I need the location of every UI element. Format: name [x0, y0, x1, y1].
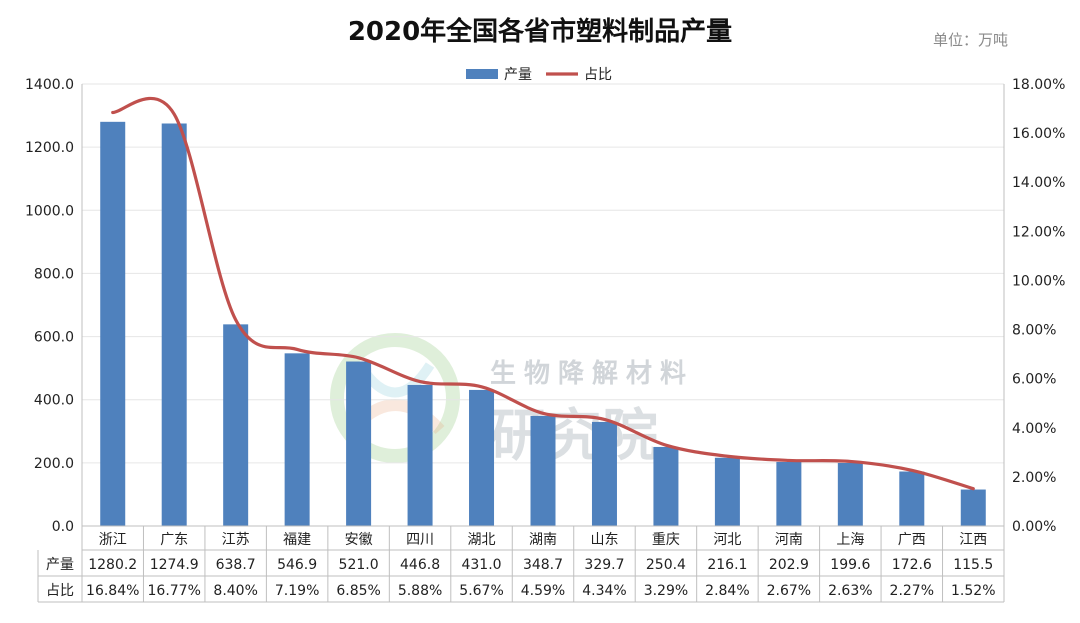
chart-title: 2020年全国各省市塑料制品产量 — [348, 16, 732, 47]
x-tick-label: 广东 — [160, 532, 188, 548]
table-cell-output: 199.6 — [830, 557, 870, 573]
bar — [591, 421, 617, 526]
table-cell-share: 1.52% — [951, 583, 995, 599]
x-tick-label: 重庆 — [652, 532, 680, 548]
table-row-header: 占比 — [46, 583, 74, 599]
table-cell-output: 348.7 — [523, 557, 563, 573]
y-tick-label: 1000.0 — [25, 203, 74, 219]
x-tick-label: 江苏 — [222, 532, 250, 548]
bar — [100, 121, 126, 526]
x-tick-label: 上海 — [836, 532, 864, 548]
bar — [284, 353, 310, 526]
y-tick-label: 0.0 — [52, 519, 74, 535]
bar-series — [100, 121, 986, 527]
y2-tick-label: 0.00% — [1012, 519, 1056, 535]
table-cell-output: 521.0 — [339, 557, 379, 573]
y2-tick-label: 16.00% — [1012, 126, 1065, 142]
table-cell-share: 2.63% — [828, 583, 872, 599]
x-tick-label: 河北 — [713, 532, 741, 548]
x-tick-label: 安徽 — [345, 532, 373, 548]
table-cell-output: 638.7 — [216, 557, 256, 573]
table-cell-share: 4.34% — [582, 583, 626, 599]
table-cell-share: 2.27% — [890, 583, 934, 599]
table-cell-output: 329.7 — [584, 557, 624, 573]
bar — [346, 361, 372, 526]
table-cell-share: 4.59% — [521, 583, 565, 599]
table-cell-share: 7.19% — [275, 583, 319, 599]
y-tick-label: 1400.0 — [25, 77, 74, 93]
y2-tick-label: 2.00% — [1012, 470, 1056, 486]
table-cell-output: 172.6 — [892, 557, 932, 573]
y-tick-label: 200.0 — [34, 456, 74, 472]
watermark-line1: 生物降解材料 — [490, 359, 694, 389]
table-cell-share: 16.77% — [148, 583, 201, 599]
table-cell-output: 1274.9 — [150, 557, 199, 573]
y2-tick-label: 10.00% — [1012, 273, 1065, 289]
unit-label: 单位：万吨 — [933, 31, 1008, 49]
y-tick-label: 400.0 — [34, 393, 74, 409]
x-tick-label: 广西 — [898, 532, 926, 548]
legend: 产量 占比 — [466, 67, 612, 83]
bar — [899, 471, 925, 526]
y2-tick-label: 12.00% — [1012, 224, 1065, 240]
bar — [714, 457, 740, 526]
bar — [161, 123, 187, 527]
y-axis-labels: 0.0 200.0 400.0 600.0 800.0 1000.0 1200.0 1400.… — [25, 77, 74, 535]
y2-tick-label: 4.00% — [1012, 421, 1056, 437]
table-cell-share: 5.67% — [459, 583, 503, 599]
table-cell-output: 202.9 — [769, 557, 809, 573]
table-cell-output: 1280.2 — [88, 557, 137, 573]
table-row-header: 产量 — [46, 557, 74, 573]
y-tick-label: 600.0 — [34, 330, 74, 346]
x-tick-label: 河南 — [775, 532, 803, 548]
axes — [81, 84, 1005, 527]
legend-label-line: 占比 — [584, 67, 612, 83]
table-cell-share: 3.29% — [644, 583, 688, 599]
y-tick-label: 1200.0 — [25, 140, 74, 156]
y2-tick-label: 14.00% — [1012, 175, 1065, 191]
x-tick-label: 山东 — [590, 532, 618, 548]
y2-axis-labels: 0.00% 2.00% 4.00% 6.00% 8.00% 10.00% 12.00% 14.… — [1012, 77, 1065, 535]
table-cell-output: 216.1 — [707, 557, 747, 573]
bar — [837, 462, 863, 526]
table-cell-output: 446.8 — [400, 557, 440, 573]
table-cell-output: 431.0 — [461, 557, 501, 573]
table-cell-share: 8.40% — [213, 583, 257, 599]
x-tick-label: 福建 — [283, 532, 311, 548]
share-line — [111, 97, 975, 491]
watermark-line2: 研究院 — [490, 404, 658, 469]
y-tick-label: 800.0 — [34, 266, 74, 282]
x-tick-label: 四川 — [406, 532, 434, 548]
legend-swatch-bar — [466, 69, 498, 79]
table-cell-output: 115.5 — [953, 557, 993, 573]
y2-tick-label: 18.00% — [1012, 77, 1065, 93]
y2-tick-label: 8.00% — [1012, 323, 1056, 339]
x-tick-label: 湖南 — [529, 532, 557, 548]
y2-tick-label: 6.00% — [1012, 372, 1056, 388]
table-cell-share: 5.88% — [398, 583, 442, 599]
bar — [530, 415, 556, 526]
legend-label-bar: 产量 — [504, 67, 532, 83]
table-cell-share: 2.67% — [767, 583, 811, 599]
bar — [776, 461, 802, 526]
bar — [653, 446, 679, 526]
x-tick-label: 江西 — [959, 532, 987, 548]
table-cell-share: 6.85% — [336, 583, 380, 599]
watermark: 生物降解材料 研究院 — [330, 333, 694, 469]
bar — [407, 384, 433, 526]
table-cell-output: 546.9 — [277, 557, 317, 573]
bar — [469, 389, 495, 526]
x-tick-label: 浙江 — [99, 532, 127, 548]
bar — [223, 324, 249, 526]
x-tick-label: 湖北 — [468, 532, 496, 548]
table-cell-output: 250.4 — [646, 557, 686, 573]
line-series — [111, 97, 975, 491]
table-cell-share: 2.84% — [705, 583, 749, 599]
bar — [960, 489, 986, 526]
table-cell-share: 16.84% — [86, 583, 139, 599]
